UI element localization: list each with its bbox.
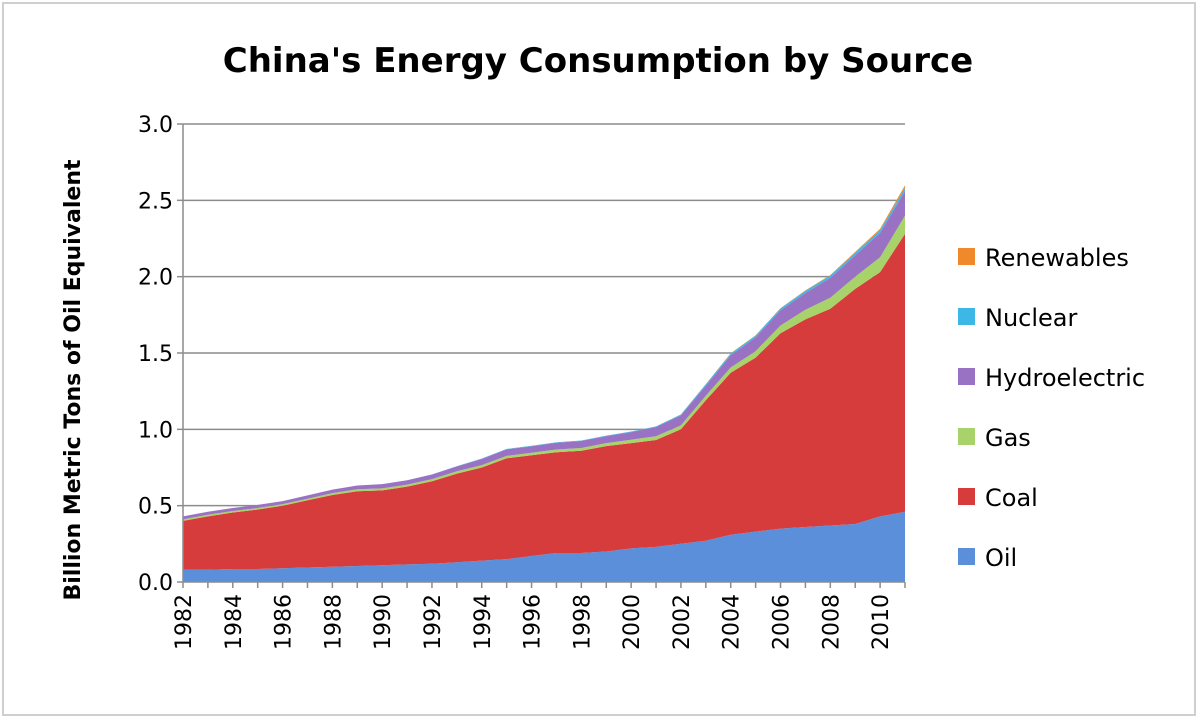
legend-swatch-renewables	[958, 248, 975, 265]
x-tick-label: 1990	[371, 594, 396, 650]
area-oil	[183, 511, 905, 582]
legend-swatch-gas	[958, 428, 975, 445]
legend-label-renewables: Renewables	[985, 244, 1129, 272]
legend-label-gas: Gas	[985, 424, 1031, 452]
legend-label-hydroelectric: Hydroelectric	[985, 364, 1145, 392]
legend-label-oil: Oil	[985, 544, 1017, 572]
legend: Renewables Nuclear Hydroelectric Gas Coal Oil	[958, 244, 1145, 572]
plot-areas	[183, 185, 905, 582]
legend-swatch-hydroelectric	[958, 368, 975, 385]
x-tick-label: 1984	[222, 594, 247, 650]
y-tick-label: 0.0	[138, 571, 173, 596]
y-tick-label: 2.0	[138, 266, 173, 291]
x-tick-label: 2004	[720, 594, 745, 650]
legend-swatch-nuclear	[958, 308, 975, 325]
axes	[182, 124, 906, 588]
area-coal	[183, 233, 905, 570]
x-tick-label: 1996	[521, 594, 546, 650]
y-tick-label: 2.5	[138, 189, 173, 214]
x-tick-labels: 1982 1984 1986 1988 1990 1992 1994 1996 1998 2000…	[172, 594, 894, 650]
x-tick-label: 1988	[321, 594, 346, 650]
y-axis-title: Billion Metric Tons of Oil Equivalent	[61, 159, 86, 600]
x-tick-label: 1994	[471, 594, 496, 650]
x-tick-label: 1992	[421, 594, 446, 650]
legend-swatch-coal	[958, 488, 975, 505]
legend-label-nuclear: Nuclear	[985, 304, 1078, 332]
x-tick-label: 2010	[869, 594, 894, 650]
x-tick-label: 1982	[172, 594, 197, 650]
legend-label-coal: Coal	[985, 484, 1038, 512]
chart-title: China's Energy Consumption by Source	[223, 41, 973, 81]
x-tick-label: 2000	[620, 594, 645, 650]
x-tick-label: 2008	[819, 594, 844, 650]
y-tick-labels: 0.0 0.5 1.0 1.5 2.0 2.5 3.0	[138, 113, 173, 596]
x-tick-label: 2002	[670, 594, 695, 650]
y-tick-label: 1.0	[138, 418, 173, 443]
y-tick-label: 1.5	[138, 342, 173, 367]
x-tick-label: 2006	[770, 594, 795, 650]
y-tick-label: 0.5	[138, 495, 173, 520]
x-tick-label: 1998	[570, 594, 595, 650]
x-tick-label: 1986	[272, 594, 297, 650]
legend-swatch-oil	[958, 548, 975, 565]
y-tick-label: 3.0	[138, 113, 173, 138]
